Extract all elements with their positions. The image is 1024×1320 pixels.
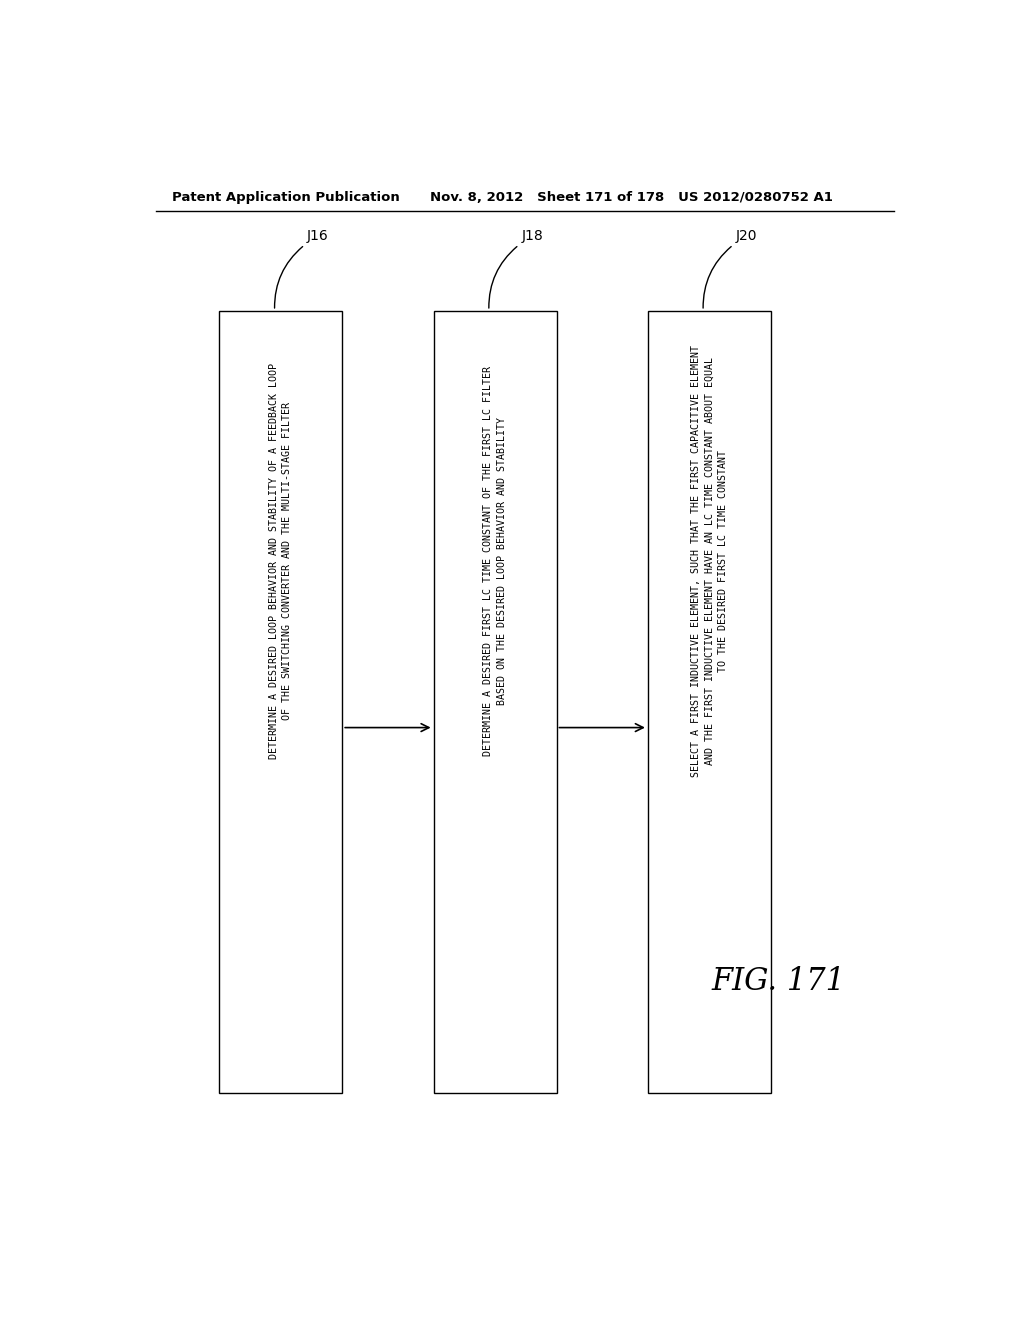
Text: SELECT A FIRST INDUCTIVE ELEMENT, SUCH THAT THE FIRST CAPACITIVE ELEMENT
AND THE: SELECT A FIRST INDUCTIVE ELEMENT, SUCH T… [691,346,727,777]
Text: J16: J16 [307,228,329,243]
Bar [433,312,557,1093]
Text: J18: J18 [521,228,543,243]
Text: DETERMINE A DESIRED LOOP BEHAVIOR AND STABILITY OF A FEEDBACK LOOP
OF THE SWITCH: DETERMINE A DESIRED LOOP BEHAVIOR AND ST… [269,363,293,759]
Text: Nov. 8, 2012   Sheet 171 of 178   US 2012/0280752 A1: Nov. 8, 2012 Sheet 171 of 178 US 2012/02… [430,191,833,205]
Bar [219,312,342,1093]
Bar [648,312,771,1093]
Text: DETERMINE A DESIRED FIRST LC TIME CONSTANT OF THE FIRST LC FILTER
BASED ON THE D: DETERMINE A DESIRED FIRST LC TIME CONSTA… [483,367,507,756]
Text: FIG. 171: FIG. 171 [712,966,846,997]
Text: Patent Application Publication: Patent Application Publication [172,191,399,205]
Text: J20: J20 [735,228,757,243]
